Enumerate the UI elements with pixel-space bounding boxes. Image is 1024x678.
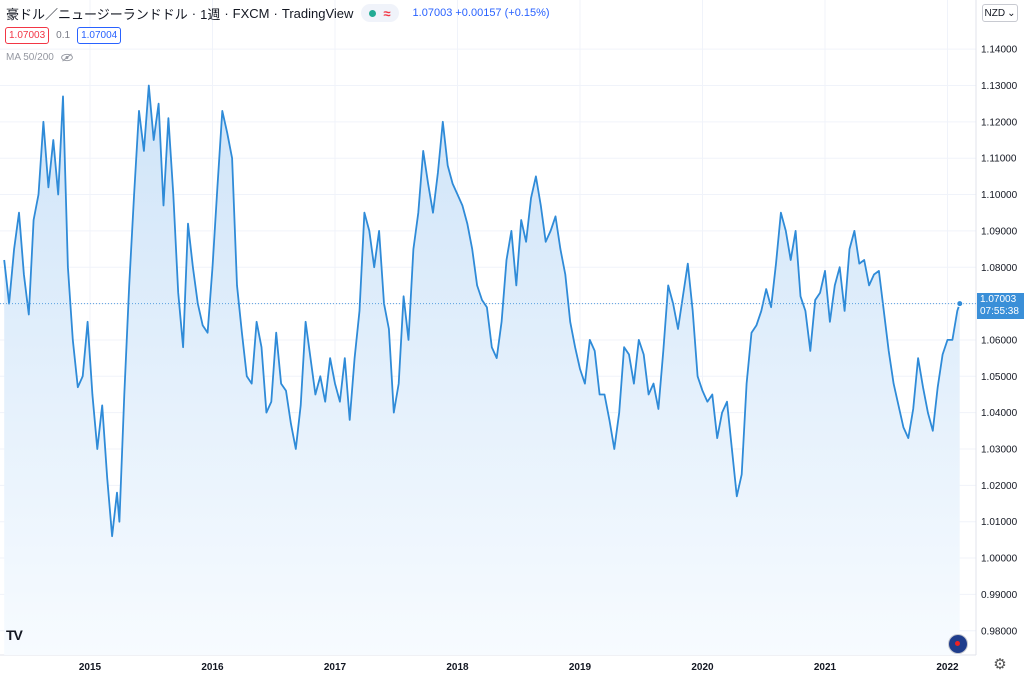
last-price-dot <box>956 300 964 308</box>
gear-icon[interactable]: ⚙ <box>993 656 1007 673</box>
price-area-fill <box>4 85 960 655</box>
currency-label: NZD <box>984 7 1006 19</box>
y-tick-label: 1.13000 <box>981 81 1018 92</box>
separator-dot: · <box>224 5 229 21</box>
y-tick-label: 1.08000 <box>981 263 1018 274</box>
nz-flag-icon[interactable] <box>948 634 968 654</box>
y-tick-label: 1.06000 <box>981 335 1018 346</box>
currency-select[interactable]: NZD ⌄ <box>982 4 1018 22</box>
x-tick-label: 2019 <box>569 662 592 673</box>
trade-panel: 1.07003 0.1 1.07004 <box>5 27 122 44</box>
x-tick-label: 2021 <box>814 662 837 673</box>
buy-button[interactable]: 1.07004 <box>77 27 122 44</box>
quote-readout: 1.07003 +0.00157 (+0.15%) <box>412 7 550 19</box>
x-tick-label: 2017 <box>324 662 347 673</box>
y-tick-label: 1.04000 <box>981 408 1018 419</box>
x-tick-label: 2018 <box>446 662 469 673</box>
y-tick-label: 1.14000 <box>981 45 1018 56</box>
sell-button[interactable]: 1.07003 <box>5 27 50 44</box>
x-tick-label: 2022 <box>936 662 959 673</box>
exchange-label: FXCM <box>232 5 270 21</box>
bar-countdown: 07:55:38 <box>980 306 1019 317</box>
interval-label[interactable]: 1週 <box>200 6 221 22</box>
y-tick-label: 1.03000 <box>981 445 1018 456</box>
approx-icon: ≈ <box>383 5 391 21</box>
y-tick-label: 0.99000 <box>981 590 1018 601</box>
symbol-title[interactable]: 豪ドル／ニュージーランドドル <box>6 6 188 22</box>
market-open-dot-icon <box>369 9 377 17</box>
x-tick-label: 2020 <box>691 662 714 673</box>
separator-dot: · <box>273 5 278 21</box>
y-tick-label: 1.00000 <box>981 554 1018 565</box>
price-line-series <box>3 84 961 538</box>
chart-header: 豪ドル／ニュージーランドドル · 1週 · FXCM · TradingView… <box>6 3 550 23</box>
x-tick-label: 2015 <box>79 662 102 673</box>
separator-dot: · <box>191 5 197 21</box>
y-tick-label: 1.01000 <box>981 517 1018 528</box>
y-tick-label: 0.98000 <box>981 626 1018 637</box>
x-tick-label: 2016 <box>201 662 224 673</box>
y-tick-label: 1.12000 <box>981 117 1018 128</box>
y-tick-label: 1.05000 <box>981 372 1018 383</box>
hidden-eye-icon[interactable] <box>60 53 74 62</box>
market-status-pill[interactable]: ≈ <box>361 4 399 22</box>
last-price-label: 1.07003 07:55:38 <box>977 293 1024 319</box>
indicator-legend[interactable]: MA 50/200 <box>6 52 74 63</box>
tradingview-logo-icon[interactable]: TV <box>6 627 23 643</box>
spread-value: 0.1 <box>56 30 71 41</box>
y-tick-label: 1.10000 <box>981 190 1018 201</box>
y-tick-label: 1.09000 <box>981 226 1018 237</box>
y-tick-label: 1.11000 <box>981 154 1017 165</box>
source-label: TradingView <box>281 5 354 21</box>
price-axis[interactable]: 1.14000 1.13000 1.12000 1.11000 1.10000 1.090… <box>981 45 1018 638</box>
time-axis[interactable]: 2015 2016 2017 2018 2019 2020 2021 2022 <box>79 662 959 673</box>
chevron-down-icon: ⌄ <box>1007 7 1016 19</box>
y-tick-label: 1.02000 <box>981 481 1018 492</box>
last-price-value: 1.07003 <box>980 294 1017 305</box>
indicator-label: MA 50/200 <box>6 52 54 63</box>
